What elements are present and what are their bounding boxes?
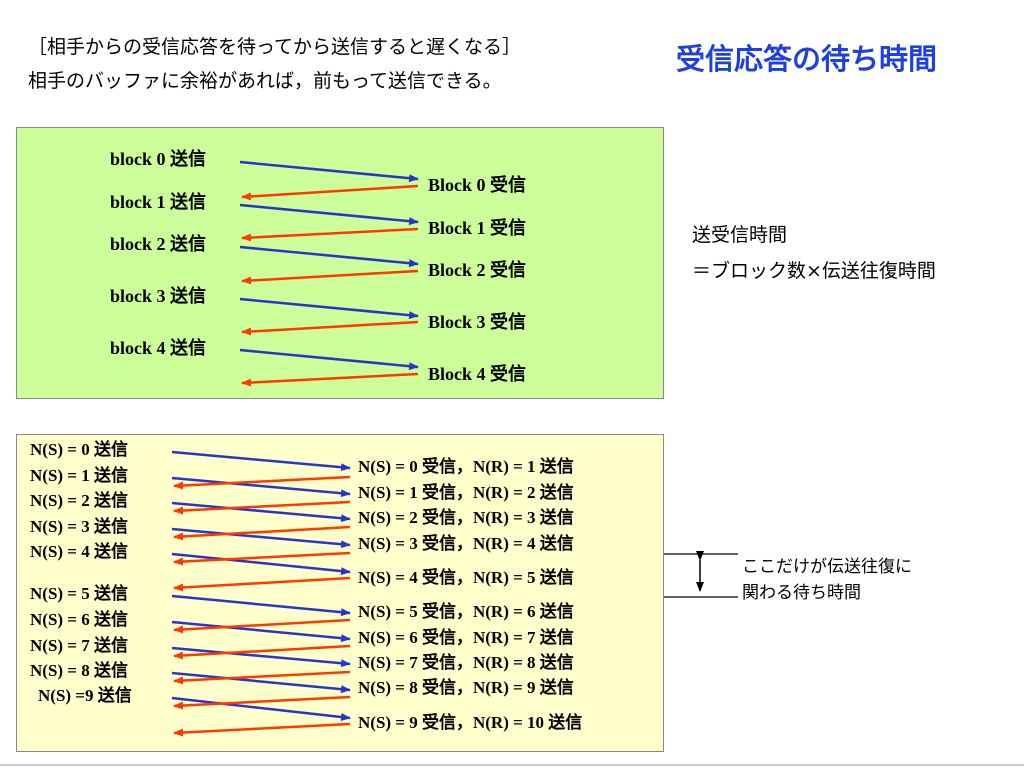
send-label: N(S) = 8 送信 — [30, 660, 128, 680]
send-arrow — [239, 160, 419, 183]
send-label: N(S) = 2 送信 — [30, 490, 128, 510]
ack-arrow — [173, 618, 351, 634]
recv-label: Block 2 受信 — [428, 259, 526, 280]
recv-label: N(S) = 2 受信，N(R) = 3 送信 — [358, 507, 574, 527]
diagram2-arrows — [171, 450, 351, 737]
recv-label: N(S) = 6 受信，N(R) = 7 送信 — [358, 627, 574, 647]
ack-arrow — [173, 576, 351, 592]
send-arrow — [171, 501, 351, 523]
send-arrow — [171, 552, 351, 576]
recv-label: Block 0 受信 — [428, 174, 526, 195]
send-arrow — [171, 594, 351, 617]
diagram1-arrows — [239, 160, 419, 387]
send-arrow — [171, 671, 351, 694]
ack-arrow — [173, 644, 351, 660]
recv-label: Block 1 受信 — [428, 217, 526, 238]
wait-time-bracket — [664, 551, 738, 598]
send-label: block 4 送信 — [110, 337, 206, 358]
panel-stop-and-wait — [16, 127, 664, 399]
ack-arrow — [173, 500, 351, 515]
ack-arrow — [241, 269, 419, 285]
send-arrow — [171, 450, 351, 472]
header-line-2: 相手のバッファに余裕があれば，前もって送信できる。 — [28, 70, 502, 92]
send-arrow — [171, 527, 351, 549]
diagram2-send-labels: N(S) = 0 送信 N(S) = 1 送信 N(S) = 2 送信 N(S)… — [30, 439, 132, 705]
send-label: block 1 送信 — [110, 191, 206, 212]
diagram2-recv-labels: N(S) = 0 受信，N(R) = 1 送信 N(S) = 1 受信，N(R)… — [358, 456, 582, 732]
footer-divider — [0, 764, 1024, 766]
send-arrow — [239, 348, 419, 371]
recv-label: N(S) = 4 受信，N(R) = 5 送信 — [358, 567, 574, 587]
formula-line-2: ＝ブロック数×伝送往復時間 — [692, 260, 936, 282]
formula-line-1: 送受信時間 — [692, 224, 788, 246]
ack-arrow — [241, 372, 419, 387]
ack-arrow — [173, 475, 351, 490]
send-label: N(S) = 1 送信 — [30, 465, 128, 485]
ack-arrow — [241, 320, 419, 336]
send-arrow — [239, 203, 419, 226]
recv-label: Block 4 受信 — [428, 363, 526, 384]
send-label: N(S) = 4 送信 — [30, 541, 128, 561]
send-label: N(S) = 6 送信 — [30, 609, 128, 629]
ack-arrow — [173, 525, 351, 541]
page-title: 受信応答の待ち時間 — [676, 42, 938, 76]
send-arrow — [239, 245, 419, 268]
send-label: block 2 送信 — [110, 233, 206, 254]
send-arrow — [171, 646, 351, 668]
header-line-1: ［相手からの受信応答を待ってから送信すると遅くなる］ — [28, 36, 522, 58]
recv-label: N(S) = 9 受信，N(R) = 10 送信 — [358, 712, 582, 732]
send-label: block 3 送信 — [110, 285, 206, 306]
diagram1-send-labels: block 0 送信 block 1 送信 block 2 送信 block 3… — [110, 148, 206, 358]
recv-label: N(S) = 3 受信，N(R) = 4 送信 — [358, 533, 574, 553]
recv-label: Block 3 受信 — [428, 311, 526, 332]
ack-arrow — [241, 227, 419, 242]
ack-arrow — [241, 184, 419, 201]
note-line-1: ここだけが伝送往復に — [742, 557, 912, 577]
recv-label: N(S) = 0 受信，N(R) = 1 送信 — [358, 456, 574, 476]
send-label: N(S) = 3 送信 — [30, 516, 128, 536]
recv-label: N(S) = 5 受信，N(R) = 6 送信 — [358, 601, 574, 621]
send-arrow — [171, 476, 351, 498]
send-arrow — [171, 620, 351, 643]
recv-label: N(S) = 8 受信，N(R) = 9 送信 — [358, 677, 574, 697]
send-label: N(S) = 0 送信 — [30, 439, 128, 459]
diagram1-recv-labels: Block 0 受信 Block 1 受信 Block 2 受信 Block 3… — [428, 174, 526, 384]
ack-arrow — [173, 695, 351, 710]
send-arrow — [239, 297, 419, 320]
send-label: N(S) =9 送信 — [38, 685, 132, 705]
ack-arrow — [173, 670, 351, 685]
panel-sliding-window — [16, 434, 664, 752]
send-arrow — [171, 696, 351, 721]
send-label: block 0 送信 — [110, 148, 206, 169]
recv-label: N(S) = 1 受信，N(R) = 2 送信 — [358, 482, 574, 502]
send-label: N(S) = 5 送信 — [30, 583, 128, 603]
ack-arrow — [173, 722, 351, 737]
recv-label: N(S) = 7 受信，N(R) = 8 送信 — [358, 652, 574, 672]
note-line-2: 関わる待ち時間 — [742, 583, 861, 603]
send-label: N(S) = 7 送信 — [30, 635, 128, 655]
ack-arrow — [173, 551, 351, 566]
